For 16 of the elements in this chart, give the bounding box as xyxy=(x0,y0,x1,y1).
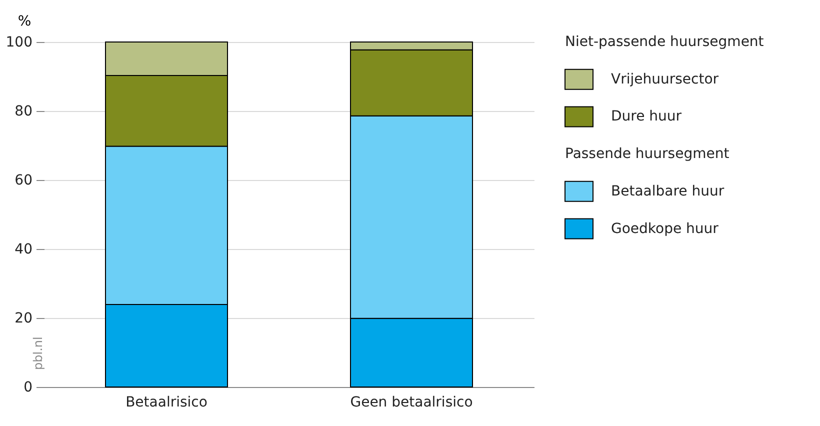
text: Passende huursegment xyxy=(565,146,730,162)
x-tick-label: Geen betaalrisico xyxy=(350,394,473,410)
y-tick-label: 60 xyxy=(14,172,32,188)
y-tick-label: 100 xyxy=(6,34,32,50)
text: Niet-passende huursegment xyxy=(565,34,764,50)
y-axis-title: % xyxy=(18,14,32,30)
y-tick-label: 80 xyxy=(14,104,32,120)
y-tick-label: 20 xyxy=(14,310,32,326)
legend-label: Goedkope huur xyxy=(611,220,719,237)
legend-label: Betaalbare huur xyxy=(611,183,724,200)
annotation: pbl.nl xyxy=(31,336,45,370)
legend-label: Vrijehuursector xyxy=(611,71,719,88)
y-tick-label: 0 xyxy=(24,380,32,396)
legend-label: Dure huur xyxy=(611,108,682,125)
x-tick-label: Betaalrisico xyxy=(126,394,208,410)
y-tick-label: 40 xyxy=(14,242,32,258)
